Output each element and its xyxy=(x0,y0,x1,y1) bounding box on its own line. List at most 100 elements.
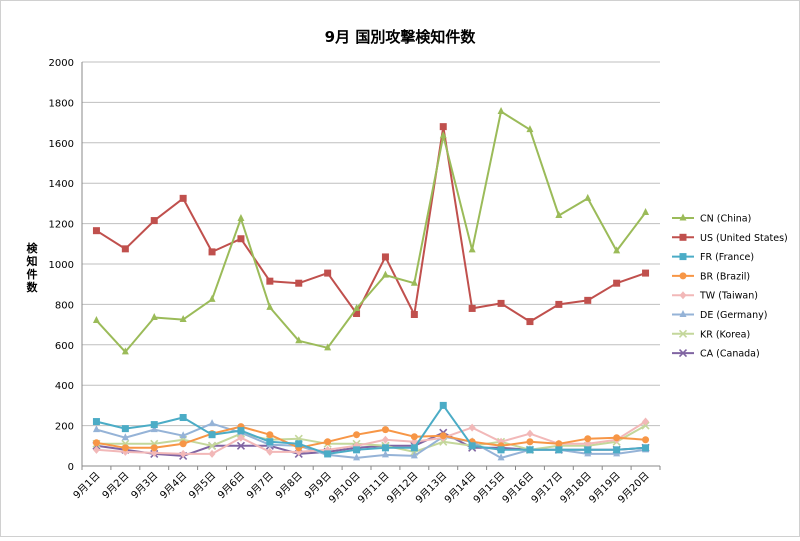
legend-item: BR (Brazil) xyxy=(672,271,750,282)
data-point xyxy=(439,432,447,440)
data-point xyxy=(121,245,129,253)
data-point xyxy=(121,444,129,452)
data-point xyxy=(266,447,274,456)
data-point xyxy=(555,446,563,454)
y-tick-label: 1200 xyxy=(49,220,74,231)
data-point xyxy=(92,445,100,454)
y-tick-label: 1800 xyxy=(49,98,74,109)
data-point xyxy=(381,450,389,458)
legend: CN (China) US (United States) FR (France) B… xyxy=(672,213,788,360)
series-0 xyxy=(92,106,650,355)
legend-label: CN (China) xyxy=(700,214,751,225)
data-point xyxy=(266,438,274,446)
data-point xyxy=(121,433,129,441)
series-line xyxy=(96,425,646,449)
legend-item: US (United States) xyxy=(672,233,788,244)
data-point xyxy=(237,433,245,442)
y-axis-label-char: 件 xyxy=(27,267,38,281)
data-point xyxy=(237,427,245,435)
data-point xyxy=(679,233,687,241)
data-point xyxy=(584,435,592,443)
y-tick-label: 1600 xyxy=(49,139,74,150)
chart-title: 9月 国別攻撃検知件数 xyxy=(325,28,477,46)
data-point xyxy=(497,453,505,461)
data-point xyxy=(468,245,476,253)
y-tick-label: 2000 xyxy=(49,58,74,69)
legend-item: TW (Taiwan) xyxy=(672,291,758,302)
data-point xyxy=(584,439,592,448)
data-point xyxy=(150,425,158,433)
legend-label: BR (Brazil) xyxy=(700,271,750,282)
data-point xyxy=(439,123,447,131)
y-tick-label: 200 xyxy=(55,422,74,433)
data-point xyxy=(381,444,389,452)
data-point xyxy=(150,448,158,457)
y-axis-label-char: 検 xyxy=(27,241,39,255)
data-point xyxy=(266,277,274,285)
y-tick-label: 1000 xyxy=(49,260,74,271)
data-point xyxy=(237,235,245,243)
data-point xyxy=(121,347,129,355)
data-point xyxy=(207,441,217,450)
data-point xyxy=(642,269,650,277)
data-point xyxy=(92,316,100,324)
data-point xyxy=(497,299,505,307)
data-point xyxy=(439,131,447,139)
legend-item: FR (France) xyxy=(672,252,754,263)
data-point xyxy=(642,436,650,444)
data-point xyxy=(679,310,687,317)
data-point xyxy=(179,194,187,202)
data-point xyxy=(679,213,687,221)
data-point xyxy=(179,414,187,422)
data-point xyxy=(410,433,418,441)
data-point xyxy=(353,446,361,454)
data-point xyxy=(613,279,621,287)
data-point xyxy=(295,336,303,344)
data-point xyxy=(324,269,332,277)
legend-label: US (United States) xyxy=(700,233,788,244)
data-point xyxy=(526,429,534,438)
y-axis-label-char: 知 xyxy=(26,254,38,268)
y-tick-label: 600 xyxy=(55,341,74,352)
series-2 xyxy=(92,401,650,458)
data-point xyxy=(208,431,216,439)
data-point xyxy=(92,227,100,235)
data-point xyxy=(678,349,688,358)
data-point xyxy=(150,217,158,225)
data-point xyxy=(150,313,158,321)
data-point xyxy=(410,444,418,452)
legend-item: DE (Germany) xyxy=(672,310,767,321)
data-point xyxy=(526,125,534,133)
data-point xyxy=(584,193,592,201)
y-axis-label: 検知件数 xyxy=(26,241,39,294)
data-point xyxy=(208,294,216,302)
data-point xyxy=(526,318,534,326)
data-point xyxy=(468,304,476,312)
data-point xyxy=(679,272,687,280)
data-point xyxy=(237,214,245,222)
data-point xyxy=(381,253,389,261)
data-point xyxy=(295,440,303,448)
legend-label: DE (Germany) xyxy=(700,310,767,321)
data-point xyxy=(353,303,361,311)
data-point xyxy=(179,449,187,458)
data-point xyxy=(208,248,216,256)
data-point xyxy=(208,449,216,458)
legend-item: CN (China) xyxy=(672,213,751,225)
data-point xyxy=(381,270,389,278)
data-point xyxy=(497,446,505,454)
data-point xyxy=(353,309,361,317)
data-point xyxy=(555,300,563,308)
data-point xyxy=(179,315,187,323)
series-line xyxy=(96,420,647,455)
y-axis-label-char: 数 xyxy=(27,280,39,294)
legend-item: CA (Canada) xyxy=(672,349,760,360)
data-point xyxy=(236,441,246,450)
data-point xyxy=(295,279,303,287)
data-point xyxy=(642,444,650,452)
data-point xyxy=(208,419,216,427)
data-point xyxy=(584,296,592,304)
data-point xyxy=(266,431,274,439)
